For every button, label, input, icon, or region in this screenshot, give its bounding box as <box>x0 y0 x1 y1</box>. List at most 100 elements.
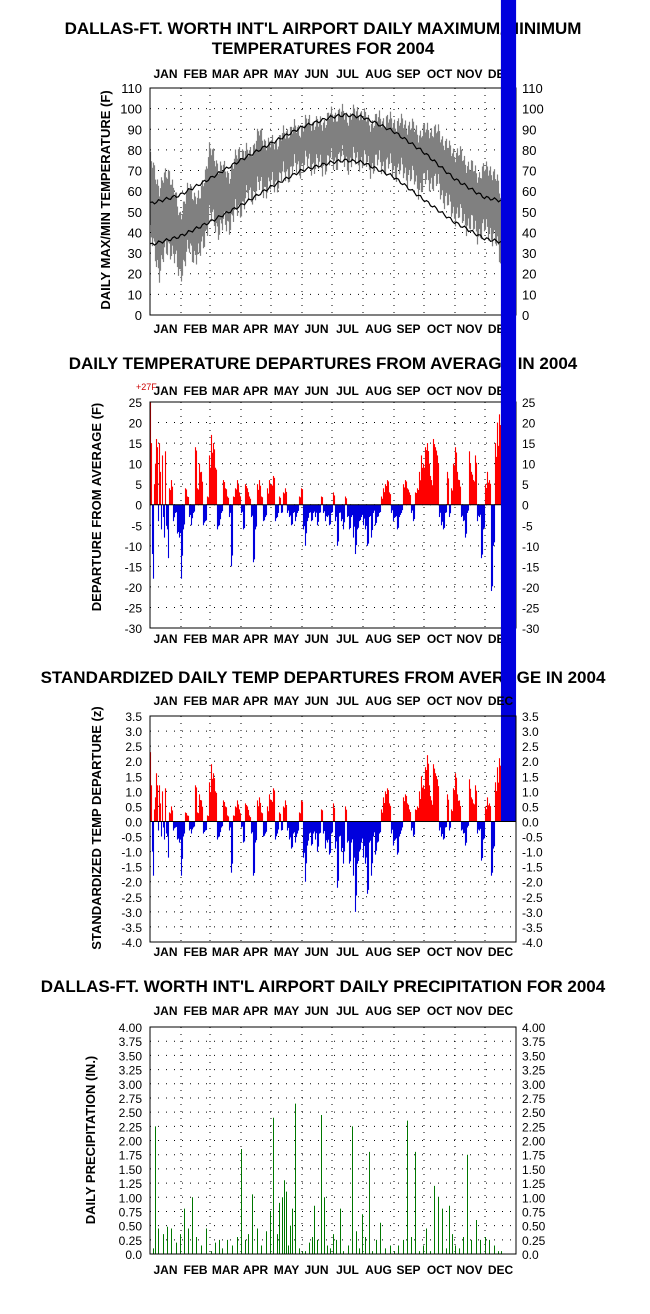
y-tick-label: 20 <box>522 267 536 282</box>
month-label-mar: MAR <box>212 694 240 708</box>
month-label-jun: JUN <box>304 1263 328 1277</box>
month-label-dec: DEC <box>488 1263 514 1277</box>
month-label-jun: JUN <box>304 694 328 708</box>
month-label-jul: JUL <box>336 67 359 81</box>
month-label-jun: JUN <box>304 322 328 336</box>
month-label-jan: JAN <box>153 694 177 708</box>
y-tick-label: 3.75 <box>119 1035 143 1049</box>
month-label-mar: MAR <box>212 67 240 81</box>
y-tick-label: 0.50 <box>522 1220 546 1234</box>
y-tick-label: -1.0 <box>522 846 543 860</box>
y-tick-label: 90 <box>522 122 536 137</box>
grid <box>150 1026 516 1255</box>
y-tick-label: 40 <box>128 225 142 240</box>
normal-low-line <box>150 158 515 247</box>
y-tick-label: 3.5 <box>125 710 142 724</box>
month-labels-top: JAN FEB MAR APR MAY JUN JUL AUG SEP OCT NOV DEC <box>153 67 513 81</box>
y-tick-label: 50 <box>128 205 142 220</box>
month-labels-top: JAN FEB MAR APR MAY JUN JUL AUG SEP OCT NOV DEC <box>153 384 513 398</box>
y-tick-label: 1.5 <box>125 770 142 784</box>
month-label-jan: JAN <box>153 1263 177 1277</box>
y-tick-label: -3.0 <box>522 906 543 920</box>
plot-marks <box>149 103 517 286</box>
y-tick-labels-right: -4.0-3.5-3.0-2.5-2.0-1.5-1.0-0.50.00.51.… <box>522 710 543 950</box>
y-tick-label: 0.50 <box>119 1220 143 1234</box>
month-labels-bottom: JAN FEB MAR APR MAY JUN JUL AUG SEP OCT NOV DEC <box>153 1263 513 1277</box>
month-label-feb: FEB <box>184 694 208 708</box>
y-tick-label: 0.0 <box>125 815 142 829</box>
month-label-feb: FEB <box>184 945 208 959</box>
month-label-oct: OCT <box>427 1004 453 1018</box>
y-tick-label: 2.50 <box>522 1106 546 1120</box>
y-tick-label: -4.0 <box>522 936 543 950</box>
y-tick-label: -3.5 <box>121 921 142 935</box>
month-label-jul: JUL <box>336 945 359 959</box>
y-tick-label: 1.75 <box>119 1149 143 1163</box>
y-tick-label: -25 <box>125 601 143 615</box>
y-tick-label: 80 <box>522 143 536 158</box>
y-axis-label: DAILY MAX/MIN TEMPERATURE (F) <box>98 90 113 309</box>
month-label-jun: JUN <box>304 67 328 81</box>
y-tick-label: 1.00 <box>522 1191 546 1205</box>
month-label-jan: JAN <box>153 945 177 959</box>
month-label-apr: APR <box>243 67 269 81</box>
month-label-apr: APR <box>243 322 269 336</box>
y-tick-label: 0.0 <box>522 1248 539 1262</box>
y-tick-label: 70 <box>128 164 142 179</box>
month-label-oct: OCT <box>427 694 453 708</box>
y-tick-label: -3.5 <box>522 921 543 935</box>
y-tick-label: 0.5 <box>522 800 539 814</box>
month-label-jul: JUL <box>336 1263 359 1277</box>
y-tick-label: 2.25 <box>522 1120 546 1134</box>
month-labels-bottom: JAN FEB MAR APR MAY JUN JUL AUG SEP OCT NOV DEC <box>153 945 513 959</box>
y-tick-label: -20 <box>522 581 540 595</box>
y-tick-label: 1.0 <box>522 785 539 799</box>
y-tick-label: -2.5 <box>522 891 543 905</box>
plot-frame <box>149 1026 517 1255</box>
y-tick-label: -10 <box>522 540 540 554</box>
month-label-may: MAY <box>274 632 300 646</box>
month-label-sep: SEP <box>396 632 420 646</box>
y-tick-label: 15 <box>129 437 143 451</box>
y-tick-label: -15 <box>522 560 540 574</box>
off-scale-annotation: +27F <box>136 382 157 392</box>
month-label-jun: JUN <box>304 384 328 398</box>
month-label-sep: SEP <box>396 694 420 708</box>
month-label-nov: NOV <box>456 384 482 398</box>
month-label-may: MAY <box>274 322 300 336</box>
y-tick-label: -1.0 <box>121 846 142 860</box>
month-label-may: MAY <box>274 1004 300 1018</box>
y-tick-label: 110 <box>522 81 543 96</box>
month-label-oct: OCT <box>427 945 453 959</box>
month-label-jan: JAN <box>153 322 177 336</box>
month-label-jul: JUL <box>336 384 359 398</box>
y-tick-label: 3.25 <box>522 1064 546 1078</box>
y-tick-label: -5 <box>131 519 142 533</box>
month-label-sep: SEP <box>396 945 420 959</box>
month-label-may: MAY <box>274 1263 300 1277</box>
y-tick-label: 0 <box>522 308 529 323</box>
month-label-oct: OCT <box>427 67 453 81</box>
y-tick-label: 30 <box>128 246 142 261</box>
month-label-jul: JUL <box>336 1004 359 1018</box>
y-tick-label: -2.0 <box>522 876 543 890</box>
month-labels-top: JAN FEB MAR APR MAY JUN JUL AUG SEP OCT NOV DEC <box>153 1004 513 1018</box>
y-tick-label: -3.0 <box>121 906 142 920</box>
y-tick-label: 0.75 <box>119 1205 143 1219</box>
y-tick-label: 2.00 <box>119 1135 143 1149</box>
month-label-apr: APR <box>243 1004 269 1018</box>
month-label-jun: JUN <box>304 945 328 959</box>
month-label-aug: AUG <box>365 322 392 336</box>
y-tick-label: 0.5 <box>125 800 142 814</box>
y-tick-label: -30 <box>125 622 143 636</box>
month-label-nov: NOV <box>456 1263 482 1277</box>
chart-subtitle: TEMPERATURES FOR 2004 <box>212 39 435 58</box>
month-label-mar: MAR <box>212 1263 240 1277</box>
y-tick-label: 10 <box>522 287 536 302</box>
y-tick-labels-right: 0 10 20 30 40 50 60 70 80 90 100 110 <box>522 81 544 323</box>
y-tick-labels-left: 0 10 20 30 40 50 60 70 80 90 100 110 <box>120 81 142 323</box>
y-tick-label: 60 <box>522 184 536 199</box>
y-tick-label: 110 <box>121 81 142 96</box>
normal-high-line <box>150 113 515 205</box>
chart-title: STANDARDIZED DAILY TEMP DEPARTURES FROM … <box>41 668 606 687</box>
